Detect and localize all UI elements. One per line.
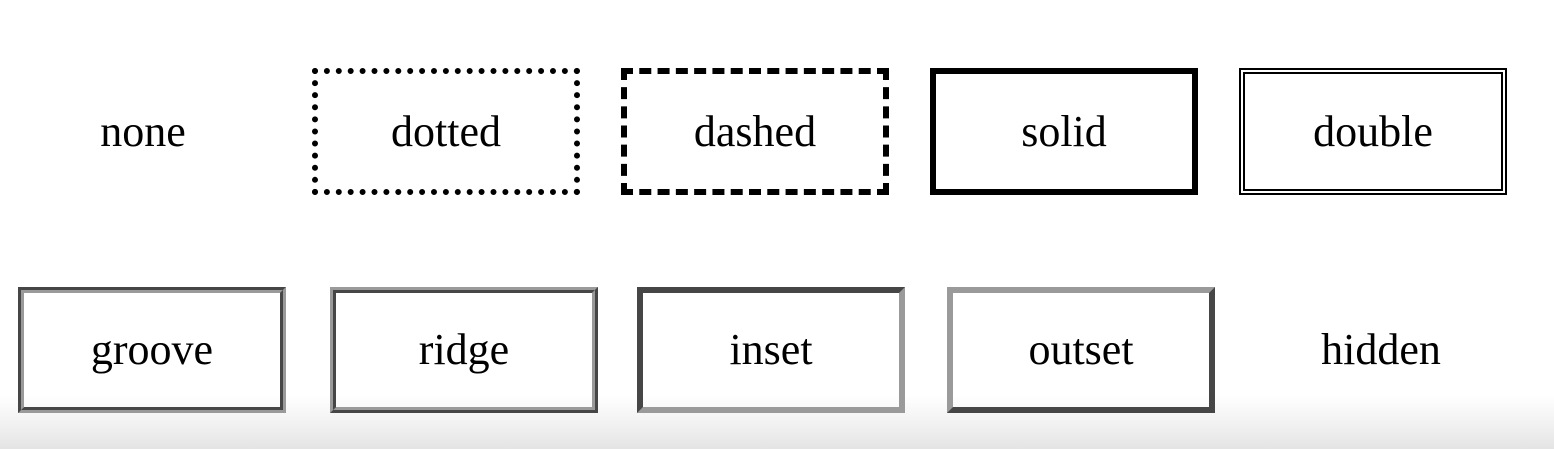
label-double: double xyxy=(1313,106,1433,156)
box-dotted: dotted xyxy=(312,68,580,195)
label-dotted: dotted xyxy=(391,106,501,156)
label-ridge: ridge xyxy=(418,325,510,374)
box-inset: inset xyxy=(637,287,905,413)
box-outset: outset xyxy=(947,287,1215,413)
label-dashed: dashed xyxy=(693,106,817,156)
label-none: none xyxy=(100,106,186,156)
box-solid: solid xyxy=(930,68,1198,195)
label-groove: groove xyxy=(90,325,214,374)
box-double: double xyxy=(1239,68,1507,195)
box-hidden: hidden xyxy=(1247,287,1515,413)
label-inset: inset xyxy=(729,325,813,374)
box-none: none xyxy=(40,68,246,195)
label-solid: solid xyxy=(1021,106,1107,156)
label-hidden: hidden xyxy=(1321,325,1441,374)
box-dashed: dashed xyxy=(621,68,889,195)
label-outset: outset xyxy=(1028,325,1134,374)
box-groove: groove xyxy=(18,287,286,413)
box-ridge: ridge xyxy=(330,287,598,413)
